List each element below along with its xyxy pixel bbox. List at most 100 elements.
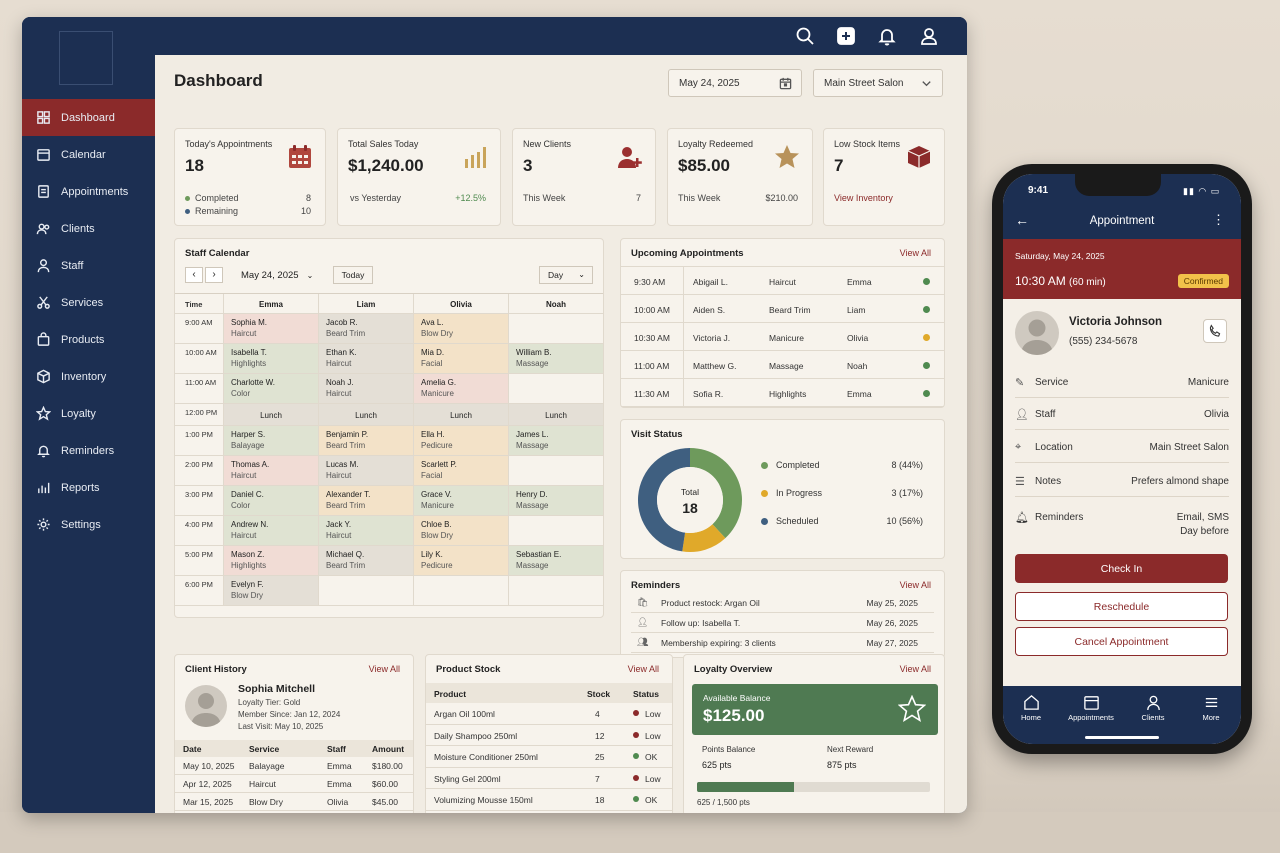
appointment-block[interactable]: Michael Q. Beard Trim (319, 546, 414, 575)
empty-slot[interactable] (414, 576, 509, 605)
view-all-link[interactable]: View All (899, 248, 931, 258)
kpi-appointments-card[interactable]: Today's Appointments 18 Completed 8 Rema… (174, 128, 326, 226)
appointment-block[interactable]: Ella H. Pedicure (414, 426, 509, 455)
sidebar-item-reports[interactable]: Reports (22, 469, 155, 506)
appointment-block[interactable]: Lucas M. Haircut (319, 456, 414, 485)
calendar-date-select[interactable]: May 24, 2025 ⌄ (241, 270, 314, 281)
sidebar-item-services[interactable]: Services (22, 284, 155, 321)
add-icon[interactable] (836, 26, 856, 46)
cancel-appointment-button[interactable]: Cancel Appointment (1015, 627, 1228, 656)
next-day-button[interactable]: › (205, 267, 223, 283)
table-row[interactable]: Moisture Conditioner 250ml 25 OK (426, 746, 672, 768)
view-all-link[interactable]: View All (627, 664, 659, 674)
table-row[interactable]: Volumizing Mousse 150ml 18 OK (426, 789, 672, 811)
appointment-block[interactable]: Harper S. Balayage (224, 426, 319, 455)
product-name: Daily Shampoo 250ml (434, 730, 518, 741)
sidebar-item-calendar[interactable]: Calendar (22, 136, 155, 173)
appointment-client: Jack Y. (326, 520, 352, 529)
empty-slot[interactable] (509, 314, 603, 343)
appointment-block[interactable]: Henry D. Massage (509, 486, 603, 515)
nav-home[interactable]: Home (1003, 694, 1059, 722)
sidebar-item-label: Loyalty (61, 407, 96, 420)
upcoming-row[interactable]: 9:30 AM Abigail L. Haircut Emma (621, 267, 944, 295)
upcoming-row[interactable]: 11:30 AM Sofia R. Highlights Emma (621, 379, 944, 407)
reschedule-button[interactable]: Reschedule (1015, 592, 1228, 621)
kpi-new-clients-card[interactable]: New Clients 3 This Week 7 (512, 128, 656, 226)
more-vertical-icon[interactable]: ⋮ (1212, 212, 1225, 227)
view-all-link[interactable]: View All (899, 664, 931, 674)
appointment-block[interactable]: Noah J. Haircut (319, 374, 414, 403)
search-icon[interactable] (795, 26, 815, 46)
time-column-header: Time (175, 294, 224, 313)
date-picker[interactable]: May 24, 2025 (668, 69, 802, 97)
view-all-link[interactable]: View All (899, 580, 931, 590)
appointment-block[interactable]: Benjamin P. Beard Trim (319, 426, 414, 455)
table-row[interactable]: Styling Gel 200ml 7 Low (426, 768, 672, 789)
sidebar-item-products[interactable]: Products (22, 321, 155, 358)
sidebar-item-clients[interactable]: Clients (22, 210, 155, 247)
reminder-item[interactable]: 👥︎ Membership expiring: 3 clients May 27, … (631, 633, 934, 653)
reminder-item[interactable]: 👤︎ Follow up: Isabella T. May 26, 2025 (631, 613, 934, 633)
nav-appointments[interactable]: Appointments (1063, 694, 1119, 722)
appointment-block[interactable]: Isabella T. Highlights (224, 344, 319, 373)
sidebar-item-inventory[interactable]: Inventory (22, 358, 155, 395)
view-select[interactable]: Day ⌄ (539, 266, 593, 284)
reminder-item[interactable]: 🛍︎ Product restock: Argan Oil May 25, 2025 (631, 593, 934, 613)
nav-clients[interactable]: Clients (1125, 694, 1181, 722)
upcoming-row[interactable]: 11:00 AM Matthew G. Massage Noah (621, 351, 944, 379)
appointment-block[interactable]: Jack Y. Haircut (319, 516, 414, 545)
sidebar-item-settings[interactable]: Settings (22, 506, 155, 543)
appointment-block[interactable]: Ethan K. Haircut (319, 344, 414, 373)
sidebar-item-reminders[interactable]: Reminders (22, 432, 155, 469)
empty-slot[interactable] (509, 516, 603, 545)
empty-slot[interactable] (509, 576, 603, 605)
kpi-low-stock-card[interactable]: Low Stock Items 7 View Inventory (823, 128, 945, 226)
empty-slot[interactable] (509, 456, 603, 485)
notification-bell-icon[interactable] (877, 26, 897, 46)
sidebar-item-staff[interactable]: Staff (22, 247, 155, 284)
upcoming-row[interactable]: 10:00 AM Aiden S. Beard Trim Liam (621, 295, 944, 323)
prev-day-button[interactable]: ‹ (185, 267, 203, 283)
appointment-block[interactable]: Amelia G. Manicure (414, 374, 509, 403)
appointment-block[interactable]: William B. Massage (509, 344, 603, 373)
appointment-block[interactable]: Chloe B. Blow Dry (414, 516, 509, 545)
nav-more[interactable]: More (1183, 694, 1239, 722)
empty-slot[interactable] (319, 576, 414, 605)
appointment-block[interactable]: Sophia M. Haircut (224, 314, 319, 343)
check-in-button[interactable]: Check In (1015, 554, 1228, 583)
kpi-sales-card[interactable]: Total Sales Today $1,240.00 vs Yesterday… (337, 128, 501, 226)
today-button[interactable]: Today (333, 266, 373, 284)
appointment-block[interactable]: Scarlett P. Facial (414, 456, 509, 485)
user-profile-icon[interactable] (919, 26, 939, 46)
appointment-block[interactable]: Jacob R. Beard Trim (319, 314, 414, 343)
empty-slot[interactable] (509, 374, 603, 403)
appointment-block[interactable]: Alexander T. Beard Trim (319, 486, 414, 515)
table-row[interactable]: Mar 15, 2025 Blow Dry Olivia $45.00 (175, 793, 413, 811)
appointment-block[interactable]: Ava L. Blow Dry (414, 314, 509, 343)
table-row[interactable]: Apr 12, 2025 Haircut Emma $60.00 (175, 775, 413, 793)
appointment-block[interactable]: Andrew N. Haircut (224, 516, 319, 545)
table-row[interactable]: May 10, 2025 Balayage Emma $180.00 (175, 757, 413, 775)
appointment-block[interactable]: Lily K. Pedicure (414, 546, 509, 575)
table-row[interactable]: Daily Shampoo 250ml 12 Low (426, 725, 672, 746)
sidebar-item-dashboard[interactable]: Dashboard (22, 99, 155, 136)
appointment-block[interactable]: Grace V. Manicure (414, 486, 509, 515)
location-select[interactable]: Main Street Salon (813, 69, 943, 97)
view-all-link[interactable]: View All (368, 664, 400, 674)
upcoming-row[interactable]: 10:30 AM Victoria J. Manicure Olivia (621, 323, 944, 351)
appointment-block[interactable]: Sebastian E. Massage (509, 546, 603, 575)
appointment-block[interactable]: Evelyn F. Blow Dry (224, 576, 319, 605)
appointment-block[interactable]: Charlotte W. Color (224, 374, 319, 403)
table-row[interactable]: Argan Oil 100ml 4 Low (426, 703, 672, 725)
call-button[interactable] (1203, 319, 1227, 343)
appointment-block[interactable]: James L. Massage (509, 426, 603, 455)
kpi-loyalty-card[interactable]: Loyalty Redeemed $85.00 This Week $210.0… (667, 128, 813, 226)
back-arrow-icon[interactable]: ← (1015, 212, 1029, 228)
sidebar-item-appointments[interactable]: Appointments (22, 173, 155, 210)
sidebar-item-loyalty[interactable]: Loyalty (22, 395, 155, 432)
appointment-block[interactable]: Thomas A. Haircut (224, 456, 319, 485)
appointment-block[interactable]: Mason Z. Highlights (224, 546, 319, 575)
appointment-block[interactable]: Mia D. Facial (414, 344, 509, 373)
view-inventory-link[interactable]: View Inventory (834, 193, 893, 203)
appointment-block[interactable]: Daniel C. Color (224, 486, 319, 515)
